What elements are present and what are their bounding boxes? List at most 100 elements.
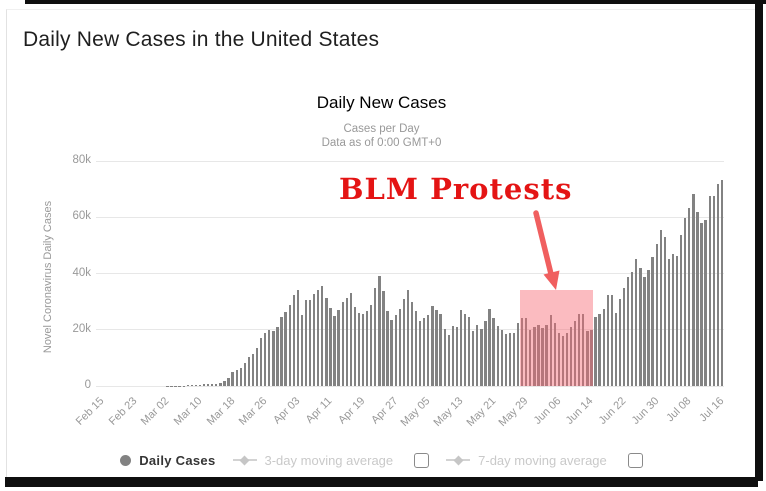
daily-cases-bar bbox=[370, 305, 373, 386]
daily-cases-bar bbox=[594, 317, 597, 386]
daily-cases-bar bbox=[292, 294, 295, 386]
daily-cases-bar bbox=[565, 333, 569, 386]
daily-cases-bar bbox=[602, 309, 605, 386]
daily-cases-bar bbox=[435, 310, 438, 386]
daily-cases-bar bbox=[341, 301, 344, 386]
daily-cases-bar bbox=[586, 331, 589, 386]
daily-cases-bar bbox=[557, 332, 560, 386]
daily-cases-bar bbox=[255, 348, 259, 386]
daily-cases-bar bbox=[419, 320, 422, 386]
daily-cases-bar bbox=[684, 218, 687, 386]
chart-subtitle-cases-per-day: Cases per Day bbox=[343, 123, 420, 135]
daily-cases-bar bbox=[219, 382, 222, 386]
chart-subtitle-data-as-of: Data as of 0:00 GMT+0 bbox=[321, 137, 442, 149]
daily-cases-bar bbox=[447, 335, 450, 386]
daily-cases-bar bbox=[614, 312, 618, 386]
daily-cases-bar bbox=[504, 334, 507, 386]
y-tick-40k: 40k bbox=[72, 266, 91, 279]
daily-cases-bar bbox=[206, 384, 210, 386]
plot-area bbox=[96, 160, 724, 387]
daily-cases-bar bbox=[500, 329, 503, 386]
daily-cases-bar bbox=[569, 326, 573, 386]
legend-item-7day-avg[interactable]: 7-day moving average bbox=[446, 453, 607, 468]
daily-cases-bar bbox=[671, 253, 675, 386]
daily-cases-bar bbox=[357, 312, 361, 386]
daily-cases-bar bbox=[622, 288, 626, 386]
daily-cases-bar bbox=[300, 314, 304, 386]
daily-cases-bar bbox=[211, 383, 214, 386]
7day-avg-diamond-marker-icon bbox=[446, 455, 471, 465]
daily-cases-bar bbox=[345, 297, 348, 386]
daily-cases-bar bbox=[215, 383, 218, 386]
legend-label-3day-avg: 3-day moving average bbox=[264, 452, 394, 468]
gridline-40k bbox=[96, 273, 724, 274]
legend-item-daily-cases[interactable]: Daily Cases bbox=[120, 453, 215, 468]
daily-cases-bar bbox=[700, 222, 703, 386]
daily-cases-bar bbox=[386, 311, 389, 386]
gridline-0 bbox=[96, 385, 724, 387]
daily-cases-bar bbox=[423, 318, 426, 386]
daily-cases-bar bbox=[492, 318, 495, 386]
daily-cases-bar bbox=[406, 290, 410, 386]
daily-cases-bar bbox=[194, 385, 198, 386]
daily-cases-marker-icon bbox=[120, 454, 132, 466]
chart-title: Daily New Cases bbox=[316, 93, 447, 112]
daily-cases-bar bbox=[414, 311, 418, 386]
frame-shadow-right bbox=[755, 3, 763, 481]
blm-protests-annotation: BLM Protests bbox=[339, 172, 573, 206]
daily-cases-bar bbox=[720, 179, 724, 386]
daily-cases-bar bbox=[643, 276, 646, 386]
daily-cases-bar bbox=[561, 336, 565, 386]
daily-cases-bar bbox=[480, 328, 483, 386]
daily-cases-bar bbox=[516, 322, 520, 386]
daily-cases-bar bbox=[284, 311, 287, 386]
daily-cases-bar bbox=[235, 370, 238, 386]
daily-cases-bar bbox=[627, 277, 630, 386]
daily-cases-bar bbox=[696, 212, 699, 386]
daily-cases-bar bbox=[247, 356, 251, 386]
daily-cases-bar bbox=[520, 317, 524, 386]
chart-card: Daily New Cases in the United States Dai… bbox=[6, 9, 756, 478]
daily-cases-bar bbox=[198, 384, 202, 386]
7day-avg-checkbox[interactable] bbox=[627, 452, 643, 468]
daily-cases-bar bbox=[651, 256, 654, 386]
daily-cases-bar bbox=[223, 381, 226, 386]
frame-shadow-bottom bbox=[5, 477, 758, 487]
daily-cases-bar bbox=[361, 314, 365, 386]
daily-cases-bar bbox=[227, 377, 230, 386]
daily-cases-bar bbox=[280, 317, 283, 386]
daily-cases-bar bbox=[655, 243, 658, 386]
y-tick-60k: 60k bbox=[72, 210, 91, 223]
y-tick-0: 0 bbox=[84, 379, 91, 391]
daily-cases-bar bbox=[639, 267, 642, 386]
daily-cases-bar bbox=[268, 329, 271, 386]
daily-cases-bar bbox=[304, 300, 308, 386]
daily-cases-bar bbox=[353, 306, 357, 386]
daily-cases-bar bbox=[659, 230, 662, 386]
daily-cases-bar bbox=[243, 362, 246, 386]
daily-cases-bar bbox=[484, 320, 487, 386]
daily-cases-bar bbox=[325, 298, 328, 386]
daily-cases-bar bbox=[529, 329, 532, 386]
daily-cases-bar bbox=[366, 311, 369, 386]
daily-cases-bar bbox=[545, 324, 548, 386]
daily-cases-bar bbox=[476, 324, 479, 386]
daily-cases-bar bbox=[308, 299, 312, 386]
legend-label-daily-cases: Daily Cases bbox=[139, 452, 216, 468]
3day-avg-checkbox[interactable] bbox=[414, 452, 430, 468]
daily-cases-bar bbox=[329, 308, 332, 386]
daily-cases-bar bbox=[276, 327, 279, 386]
daily-cases-bar bbox=[402, 299, 406, 386]
daily-cases-bar bbox=[675, 255, 679, 386]
daily-cases-bar bbox=[590, 330, 593, 386]
gridline-20k bbox=[96, 329, 724, 331]
daily-cases-bar bbox=[496, 326, 499, 386]
daily-cases-bar bbox=[488, 309, 491, 386]
daily-cases-bar bbox=[582, 314, 585, 386]
legend-item-3day-avg[interactable]: 3-day moving average bbox=[232, 452, 394, 468]
daily-cases-bar bbox=[272, 331, 275, 386]
gridline-60k bbox=[96, 216, 724, 218]
daily-cases-bar bbox=[264, 333, 267, 386]
daily-cases-bar bbox=[455, 327, 459, 386]
daily-cases-bar bbox=[680, 235, 683, 386]
